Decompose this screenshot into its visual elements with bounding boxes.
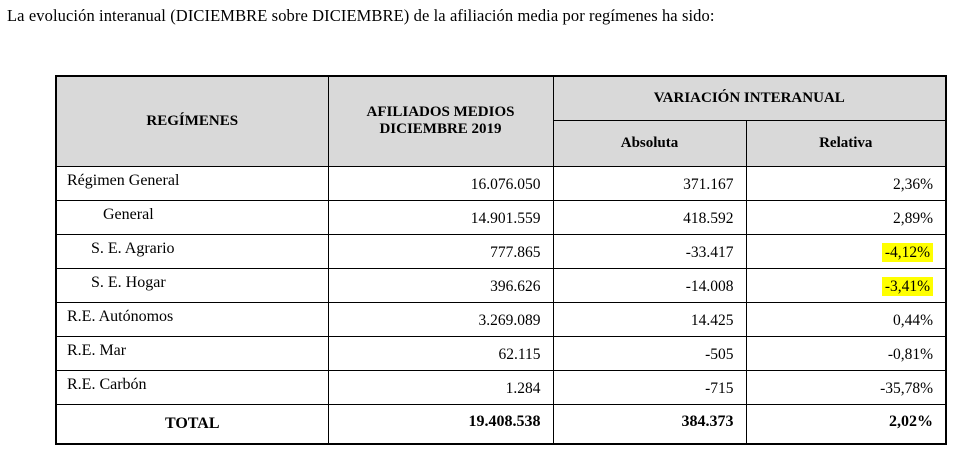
afiliados-value: 62.115	[327, 335, 554, 371]
total-relativa-value: 2,02%	[745, 403, 947, 445]
regime-label: R.E. Autónomos	[55, 301, 329, 337]
col-header-regimenes: REGÍMENES	[55, 75, 329, 167]
table-row: Régimen General 16.076.050 371.167 2,36%	[55, 165, 947, 201]
table-row: R.E. Autónomos 3.269.089 14.425 0,44%	[55, 301, 947, 337]
regime-label: S. E. Agrario	[55, 233, 329, 269]
regime-label: Régimen General	[55, 165, 329, 201]
afiliados-value: 3.269.089	[327, 301, 554, 337]
regime-label: S. E. Hogar	[55, 267, 329, 303]
relativa-value: -35,78%	[745, 369, 947, 405]
relativa-value: 2,89%	[745, 199, 947, 235]
header-row-top: REGÍMENES AFILIADOS MEDIOS DICIEMBRE 201…	[55, 75, 947, 167]
afiliados-value: 1.284	[327, 369, 554, 405]
absoluta-value: 371.167	[552, 165, 747, 201]
regime-label: R.E. Mar	[55, 335, 329, 371]
table-row: S. E. Agrario 777.865 -33.417 -4,12%	[55, 233, 947, 269]
absoluta-value: -715	[552, 369, 747, 405]
highlight-mark: -4,12%	[881, 242, 934, 262]
absoluta-value: -33.417	[552, 233, 747, 269]
absoluta-value: 14.425	[552, 301, 747, 337]
regime-label: R.E. Carbón	[55, 369, 329, 405]
relativa-value-highlighted: -4,12%	[745, 233, 947, 269]
col-header-absoluta: Absoluta	[552, 119, 747, 167]
table-row: S. E. Hogar 396.626 -14.008 -3,41%	[55, 267, 947, 303]
total-afiliados-value: 19.408.538	[327, 403, 554, 445]
col-header-variacion: VARIACIÓN INTERANUAL	[552, 75, 947, 121]
regime-label: General	[55, 199, 329, 235]
col-header-relativa: Relativa	[745, 119, 947, 167]
afiliados-value: 777.865	[327, 233, 554, 269]
table-row: R.E. Mar 62.115 -505 -0,81%	[55, 335, 947, 371]
affiliation-table: REGÍMENES AFILIADOS MEDIOS DICIEMBRE 201…	[55, 75, 948, 445]
absoluta-value: -14.008	[552, 267, 747, 303]
table-row: General 14.901.559 418.592 2,89%	[55, 199, 947, 235]
absoluta-value: -505	[552, 335, 747, 371]
relativa-value: 0,44%	[745, 301, 947, 337]
total-label: TOTAL	[55, 403, 329, 445]
col-header-afiliados: AFILIADOS MEDIOS DICIEMBRE 2019	[327, 75, 554, 167]
total-row: TOTAL 19.408.538 384.373 2,02%	[55, 403, 947, 445]
intro-text: La evolución interanual (DICIEMBRE sobre…	[7, 6, 715, 25]
relativa-value: -0,81%	[745, 335, 947, 371]
table-row: R.E. Carbón 1.284 -715 -35,78%	[55, 369, 947, 405]
header-row-sub: Absoluta Relativa	[56, 119, 947, 167]
afiliados-value: 14.901.559	[327, 199, 554, 235]
highlight-mark: -3,41%	[881, 276, 934, 296]
afiliados-value: 396.626	[327, 267, 554, 303]
absoluta-value: 418.592	[552, 199, 747, 235]
relativa-value-highlighted: -3,41%	[745, 267, 947, 303]
afiliados-value: 16.076.050	[327, 165, 554, 201]
total-absoluta-value: 384.373	[552, 403, 747, 445]
relativa-value: 2,36%	[745, 165, 947, 201]
